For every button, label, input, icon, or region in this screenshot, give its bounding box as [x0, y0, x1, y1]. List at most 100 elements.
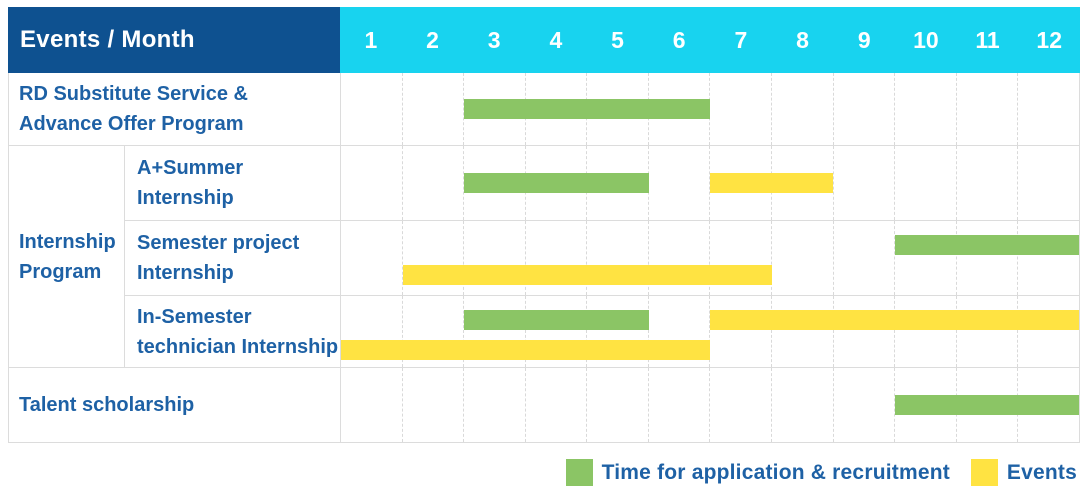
month-header-11: 11	[975, 26, 1000, 53]
group-label: Internship Program	[9, 146, 125, 367]
month-column	[955, 221, 1018, 295]
month-column	[401, 73, 464, 145]
month-column	[463, 221, 525, 295]
month-column	[1017, 221, 1079, 295]
legend-item-recruitment: Time for application & recruitment	[565, 459, 950, 486]
month-column	[463, 146, 525, 220]
gantt-bar-recruitment	[894, 235, 1079, 255]
events-month-header: Events / Month	[8, 7, 340, 73]
month-grid	[341, 221, 1079, 295]
month-column	[771, 73, 833, 145]
month-column	[1017, 73, 1079, 145]
month-column	[647, 221, 710, 295]
month-column	[894, 73, 956, 145]
month-column	[709, 73, 771, 145]
table-header-row: Events / Month 1 2 3 4 5 6 7 8 9 10 11 12	[8, 7, 1080, 73]
month-column	[463, 368, 525, 442]
gantt-bar-recruitment	[464, 99, 710, 119]
month-column	[771, 368, 833, 442]
gantt-table: Events / Month 1 2 3 4 5 6 7 8 9 10 11 12 RD Substi…	[8, 7, 1080, 443]
month-column	[341, 73, 402, 145]
month-header-8: 8	[796, 26, 809, 53]
month-header-1: 1	[364, 26, 378, 53]
month-column	[832, 221, 895, 295]
month-column	[401, 368, 464, 442]
month-grid	[341, 146, 1079, 220]
gantt-bar-events	[710, 310, 1079, 330]
sub-row-label-text: Semester project Internship	[137, 232, 300, 284]
row-label: RD Substitute Service & Advance Offer Pr…	[9, 73, 341, 145]
gantt-row: A+Summer Internship	[125, 146, 1079, 220]
month-header-7: 7	[734, 26, 748, 53]
month-header-5: 5	[611, 26, 624, 53]
month-column	[709, 146, 771, 220]
month-column	[832, 146, 895, 220]
month-column	[647, 146, 710, 220]
month-column	[341, 221, 402, 295]
month-column	[709, 296, 771, 367]
sub-row-label-text: A+Summer Internship	[137, 157, 244, 209]
month-column	[894, 221, 956, 295]
month-header-12: 12	[1036, 26, 1063, 53]
month-column	[955, 73, 1018, 145]
month-column	[832, 296, 895, 367]
month-column	[586, 368, 648, 442]
month-column	[463, 73, 525, 145]
month-column	[709, 221, 771, 295]
month-header-9: 9	[857, 26, 871, 53]
gantt-bar-events	[710, 173, 833, 193]
month-header-6: 6	[672, 26, 686, 53]
sub-row-label: Semester project Internship	[125, 221, 341, 295]
gantt-bar-recruitment	[894, 395, 1079, 415]
month-column	[463, 296, 525, 367]
gantt-row: Talent scholarship	[9, 367, 1079, 442]
gantt-body: RD Substitute Service & Advance Offer Pr…	[8, 73, 1080, 443]
month-header-10: 10	[913, 26, 939, 53]
events-swatch-icon	[970, 459, 998, 486]
month-column	[401, 146, 464, 220]
month-column	[586, 221, 648, 295]
month-grid	[341, 368, 1079, 442]
month-column	[955, 296, 1018, 367]
legend-label-events: Events	[1006, 460, 1077, 484]
gantt-bar-events	[341, 340, 710, 360]
row-label-text: RD Substitute Service & Advance Offer Pr…	[19, 83, 248, 135]
month-column	[894, 146, 956, 220]
month-column	[341, 146, 402, 220]
legend-label-recruitment: Time for application & recruitment	[601, 460, 950, 484]
month-column	[894, 296, 956, 367]
month-grid	[341, 73, 1079, 145]
month-column	[401, 296, 464, 367]
month-header-2: 2	[426, 26, 439, 53]
month-column	[955, 146, 1018, 220]
month-column	[1017, 296, 1079, 367]
gantt-bar-events	[402, 265, 772, 285]
month-column	[647, 296, 710, 367]
month-header-4: 4	[549, 26, 563, 53]
recruitment-swatch-icon	[565, 459, 593, 486]
month-column	[832, 73, 895, 145]
gantt-row: RD Substitute Service & Advance Offer Pr…	[9, 73, 1079, 145]
month-column	[401, 221, 464, 295]
month-column	[832, 368, 895, 442]
month-column	[341, 368, 402, 442]
group-label-text: Internship Program	[19, 230, 116, 283]
sub-row-label: A+Summer Internship	[125, 146, 341, 220]
gantt-bar-recruitment	[464, 310, 649, 330]
month-column	[586, 296, 648, 367]
month-header-strip: 1 2 3 4 5 6 7 8 9 10 11 12	[340, 7, 1080, 73]
sub-row-label-text: In-Semester technician Internship	[137, 305, 339, 358]
month-column	[1017, 146, 1079, 220]
row-label-text: Talent scholarship	[19, 394, 195, 416]
sub-row-label: In-Semester technician Internship	[125, 296, 341, 367]
gantt-group-row: Internship Program A+Summer Internship Sem…	[9, 145, 1079, 367]
month-column	[524, 296, 587, 367]
month-column	[771, 296, 833, 367]
month-column	[524, 368, 587, 442]
legend: Time for application & recruitment Event…	[565, 459, 1077, 486]
gantt-row: In-Semester technician Internship	[125, 295, 1079, 367]
month-column	[524, 221, 587, 295]
legend-item-events: Events	[970, 459, 1077, 486]
month-column	[771, 221, 833, 295]
